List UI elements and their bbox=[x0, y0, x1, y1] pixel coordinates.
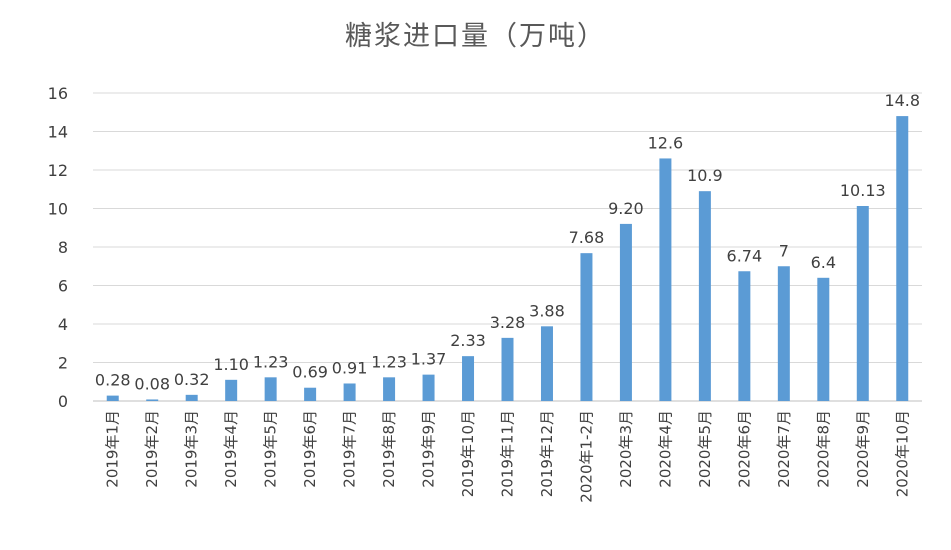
bar bbox=[185, 394, 198, 401]
data-label: 1.23 bbox=[253, 352, 289, 371]
x-tick-label: 2020年10月 bbox=[893, 410, 911, 497]
data-label: 0.08 bbox=[134, 374, 170, 393]
y-tick-label: 16 bbox=[48, 84, 68, 103]
x-tick-label: 2020年7月 bbox=[775, 410, 793, 488]
data-label: 3.88 bbox=[529, 301, 565, 320]
y-tick-label: 10 bbox=[48, 200, 68, 219]
bar bbox=[462, 356, 475, 401]
x-tick-label: 2019年6月 bbox=[301, 410, 319, 488]
x-tick-label: 2019年2月 bbox=[143, 410, 161, 488]
bar bbox=[580, 253, 593, 401]
bar bbox=[383, 377, 396, 401]
bar bbox=[856, 205, 869, 401]
data-label: 1.37 bbox=[411, 350, 447, 369]
x-tick-label: 2019年4月 bbox=[222, 410, 240, 488]
data-label: 2.33 bbox=[450, 331, 486, 350]
data-label: 7.68 bbox=[569, 228, 605, 247]
data-label: 7 bbox=[779, 241, 789, 260]
x-tick-label: 2019年1月 bbox=[104, 410, 122, 488]
y-tick-label: 6 bbox=[58, 277, 68, 296]
bar bbox=[738, 271, 751, 401]
y-tick-label: 14 bbox=[48, 123, 68, 142]
x-tick-label: 2019年8月 bbox=[380, 410, 398, 488]
bar bbox=[540, 326, 553, 401]
x-tick-label: 2019年5月 bbox=[262, 410, 280, 488]
bars bbox=[106, 116, 909, 401]
bar bbox=[659, 158, 672, 401]
x-tick-label: 2020年3月 bbox=[617, 410, 635, 488]
bar bbox=[422, 374, 435, 401]
bar bbox=[501, 337, 514, 401]
x-tick-label: 2020年9月 bbox=[854, 410, 872, 488]
data-label: 0.91 bbox=[332, 358, 368, 377]
bar bbox=[146, 399, 159, 401]
data-label: 6.4 bbox=[811, 253, 836, 272]
data-label: 14.8 bbox=[884, 91, 920, 110]
x-tick-label: 2020年4月 bbox=[656, 410, 674, 488]
y-tick-label: 8 bbox=[58, 238, 68, 257]
data-labels: 0.28 0.08 0.321.10 1.230.69 0.91 1.23 1.372.33… bbox=[95, 91, 920, 393]
y-axis: 0 2 4 6 8 10 12 14 16 bbox=[48, 84, 68, 411]
data-label: 9.20 bbox=[608, 199, 644, 218]
x-tick-label: 2019年9月 bbox=[420, 410, 438, 488]
x-tick-label: 2020年6月 bbox=[735, 410, 753, 488]
y-tick-label: 4 bbox=[58, 315, 68, 334]
bar bbox=[343, 383, 356, 401]
x-tick-label: 2019年10月 bbox=[459, 410, 477, 497]
bar bbox=[619, 223, 632, 401]
x-tick-label: 2019年11月 bbox=[499, 410, 517, 497]
bar bbox=[225, 379, 238, 401]
data-label: 0.32 bbox=[174, 370, 210, 389]
x-tick-label: 2020年5月 bbox=[696, 410, 714, 488]
data-label: 1.10 bbox=[213, 355, 249, 374]
bar bbox=[817, 277, 830, 401]
y-tick-label: 0 bbox=[58, 392, 68, 411]
data-label: 0.69 bbox=[292, 363, 328, 382]
bar bbox=[264, 377, 277, 401]
y-tick-label: 12 bbox=[48, 161, 68, 180]
data-label: 1.23 bbox=[371, 352, 407, 371]
y-tick-label: 2 bbox=[58, 354, 68, 373]
x-tick-label: 2020年8月 bbox=[814, 410, 832, 488]
data-label: 10.13 bbox=[840, 181, 886, 200]
bar bbox=[896, 116, 909, 401]
bar bbox=[106, 395, 119, 401]
data-label: 6.74 bbox=[727, 246, 763, 265]
bar bbox=[304, 387, 317, 401]
data-label: 0.28 bbox=[95, 371, 131, 390]
x-tick-label: 2019年3月 bbox=[183, 410, 201, 488]
x-tick-label: 2020年1-2月 bbox=[577, 410, 595, 503]
x-tick-label: 2019年12月 bbox=[538, 410, 556, 497]
bar bbox=[698, 191, 711, 401]
bar bbox=[777, 266, 790, 401]
chart-title: 糖浆进口量（万吨） bbox=[345, 21, 606, 52]
data-label: 10.9 bbox=[687, 166, 723, 185]
data-label: 12.6 bbox=[648, 133, 684, 152]
x-axis: 2019年1月 2019年2月 2019年3月 2019年4月 2019年5月 2019年… bbox=[104, 410, 912, 503]
data-label: 3.28 bbox=[490, 313, 526, 332]
x-tick-label: 2019年7月 bbox=[341, 410, 359, 488]
